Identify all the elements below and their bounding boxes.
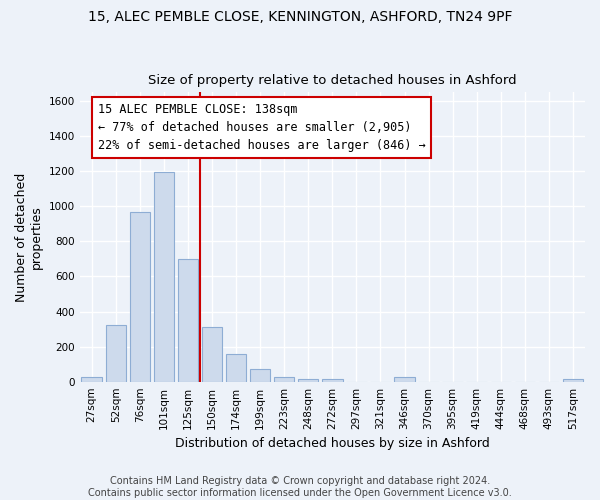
Title: Size of property relative to detached houses in Ashford: Size of property relative to detached ho…: [148, 74, 517, 87]
Bar: [563, 378, 583, 382]
Bar: [298, 378, 319, 382]
Bar: [274, 377, 295, 382]
Bar: [202, 328, 222, 382]
Bar: [250, 368, 271, 382]
Bar: [394, 377, 415, 382]
Bar: [82, 377, 102, 382]
Bar: [322, 379, 343, 382]
Text: 15 ALEC PEMBLE CLOSE: 138sqm
← 77% of detached houses are smaller (2,905)
22% of: 15 ALEC PEMBLE CLOSE: 138sqm ← 77% of de…: [98, 103, 425, 152]
Text: Contains HM Land Registry data © Crown copyright and database right 2024.
Contai: Contains HM Land Registry data © Crown c…: [88, 476, 512, 498]
Y-axis label: Number of detached
properties: Number of detached properties: [15, 172, 43, 302]
Bar: [106, 325, 126, 382]
Bar: [130, 212, 150, 382]
X-axis label: Distribution of detached houses by size in Ashford: Distribution of detached houses by size …: [175, 437, 490, 450]
Bar: [154, 172, 174, 382]
Bar: [178, 259, 198, 382]
Bar: [226, 354, 247, 382]
Text: 15, ALEC PEMBLE CLOSE, KENNINGTON, ASHFORD, TN24 9PF: 15, ALEC PEMBLE CLOSE, KENNINGTON, ASHFO…: [88, 10, 512, 24]
